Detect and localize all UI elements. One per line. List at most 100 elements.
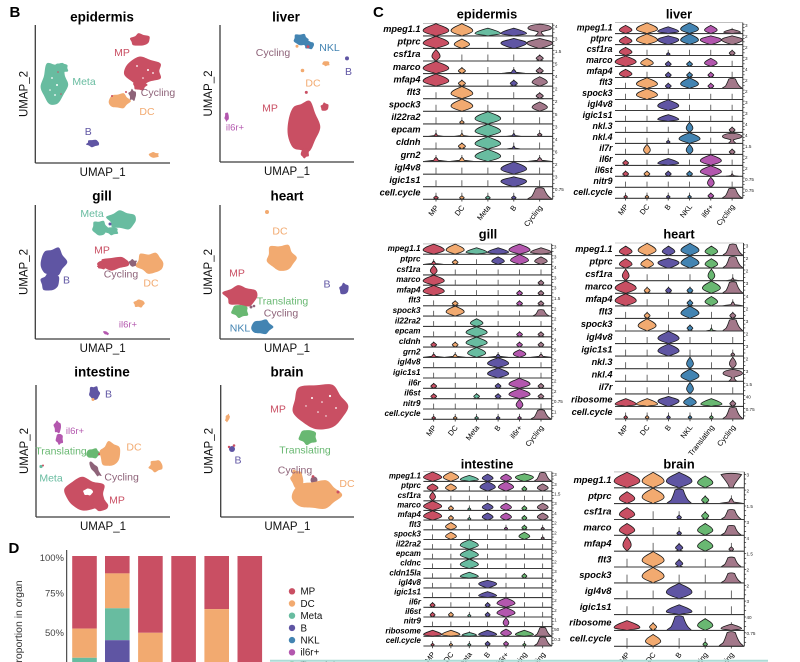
svg-text:intestine: intestine bbox=[461, 456, 514, 471]
svg-text:5: 5 bbox=[555, 112, 558, 117]
svg-text:ribosome: ribosome bbox=[385, 626, 421, 635]
svg-text:1.5: 1.5 bbox=[747, 552, 754, 557]
svg-text:nitr9: nitr9 bbox=[403, 399, 421, 408]
svg-text:3: 3 bbox=[555, 175, 558, 180]
svg-text:marco: marco bbox=[586, 55, 613, 65]
svg-text:marco: marco bbox=[585, 282, 613, 292]
svg-text:marco: marco bbox=[396, 275, 420, 284]
svg-text:40: 40 bbox=[746, 394, 752, 399]
svg-text:2: 2 bbox=[555, 162, 558, 167]
svg-text:Meta: Meta bbox=[80, 208, 104, 220]
svg-text:il22ra2: il22ra2 bbox=[396, 539, 422, 548]
svg-text:B: B bbox=[508, 203, 518, 212]
svg-text:0.75: 0.75 bbox=[745, 188, 754, 193]
svg-text:marco: marco bbox=[393, 62, 421, 72]
svg-text:2: 2 bbox=[745, 89, 748, 94]
svg-text:NKL: NKL bbox=[230, 323, 251, 335]
svg-text:4: 4 bbox=[554, 327, 557, 332]
svg-text:2: 2 bbox=[554, 530, 557, 535]
svg-text:flt3: flt3 bbox=[597, 553, 612, 564]
svg-text:2: 2 bbox=[746, 269, 749, 274]
svg-text:il6st: il6st bbox=[405, 607, 421, 616]
svg-text:cell.cycle: cell.cycle bbox=[573, 187, 612, 197]
svg-text:mfap4: mfap4 bbox=[398, 510, 422, 519]
svg-text:nkl.3: nkl.3 bbox=[592, 357, 613, 367]
svg-text:0.75: 0.75 bbox=[555, 187, 564, 192]
svg-text:B: B bbox=[345, 66, 352, 78]
svg-text:cldnh: cldnh bbox=[396, 137, 421, 147]
svg-text:B: B bbox=[10, 4, 21, 21]
svg-text:MP: MP bbox=[229, 268, 245, 280]
svg-text:igl4v8: igl4v8 bbox=[585, 585, 612, 596]
svg-text:B: B bbox=[234, 455, 241, 467]
svg-text:2: 2 bbox=[554, 317, 557, 322]
svg-text:1.5: 1.5 bbox=[555, 49, 562, 54]
svg-text:2: 2 bbox=[746, 256, 749, 261]
svg-text:2: 2 bbox=[745, 155, 748, 160]
svg-text:UMAP_2: UMAP_2 bbox=[18, 249, 30, 295]
svg-text:B: B bbox=[482, 650, 492, 659]
svg-text:liver: liver bbox=[666, 6, 692, 21]
svg-text:Cycling: Cycling bbox=[525, 650, 547, 662]
svg-text:mfap4: mfap4 bbox=[397, 285, 421, 294]
svg-text:1.5: 1.5 bbox=[554, 492, 561, 497]
svg-text:Translating: Translating bbox=[35, 446, 87, 458]
svg-text:csf1ra: csf1ra bbox=[584, 506, 612, 517]
svg-text:mfap4: mfap4 bbox=[584, 537, 612, 548]
svg-text:cell.cycle: cell.cycle bbox=[386, 636, 422, 645]
svg-text:ptprc: ptprc bbox=[590, 33, 613, 43]
svg-text:2: 2 bbox=[554, 540, 557, 545]
svg-text:UMAP_2: UMAP_2 bbox=[18, 71, 30, 117]
svg-text:MP: MP bbox=[301, 587, 316, 598]
svg-text:csf1ra: csf1ra bbox=[393, 49, 420, 59]
svg-text:igl4v8: igl4v8 bbox=[399, 578, 422, 587]
svg-text:epcam: epcam bbox=[395, 327, 421, 336]
svg-text:igl4v8: igl4v8 bbox=[586, 332, 613, 342]
svg-text:3: 3 bbox=[554, 368, 557, 373]
svg-text:2: 2 bbox=[746, 357, 749, 362]
svg-text:flt3: flt3 bbox=[599, 307, 613, 317]
svg-text:spock3: spock3 bbox=[581, 319, 613, 329]
svg-text:3: 3 bbox=[746, 369, 749, 374]
svg-text:MP: MP bbox=[114, 47, 130, 59]
svg-text:4: 4 bbox=[555, 137, 558, 142]
svg-text:spock3: spock3 bbox=[393, 306, 421, 315]
svg-text:epidermis: epidermis bbox=[457, 6, 517, 21]
svg-text:2: 2 bbox=[746, 332, 749, 337]
svg-text:cell.cycle: cell.cycle bbox=[384, 409, 421, 418]
svg-text:Cycling: Cycling bbox=[278, 465, 313, 477]
svg-text:il6r: il6r bbox=[408, 378, 421, 387]
svg-text:0.75: 0.75 bbox=[554, 399, 563, 404]
svg-text:2: 2 bbox=[554, 608, 557, 613]
svg-text:UMAP_2: UMAP_2 bbox=[204, 428, 216, 474]
svg-text:4: 4 bbox=[554, 337, 557, 342]
svg-text:MP: MP bbox=[270, 404, 286, 416]
svg-text:epcam: epcam bbox=[391, 125, 420, 135]
svg-text:brain: brain bbox=[663, 456, 694, 471]
svg-text:UMAP_1: UMAP_1 bbox=[264, 343, 310, 355]
svg-text:3: 3 bbox=[554, 569, 557, 574]
svg-text:igic1s1: igic1s1 bbox=[580, 601, 612, 612]
svg-text:UMAP_2: UMAP_2 bbox=[203, 70, 215, 116]
svg-text:75%: 75% bbox=[45, 589, 65, 600]
svg-text:UMAP_1: UMAP_1 bbox=[264, 521, 310, 533]
svg-text:2: 2 bbox=[554, 306, 557, 311]
svg-text:MP: MP bbox=[618, 651, 632, 662]
svg-text:0.75: 0.75 bbox=[747, 631, 756, 636]
svg-text:2: 2 bbox=[747, 583, 750, 588]
svg-text:il6r+: il6r+ bbox=[119, 320, 138, 331]
svg-text:epcam: epcam bbox=[396, 549, 421, 558]
svg-text:UMAP_1: UMAP_1 bbox=[80, 343, 126, 355]
svg-text:2: 2 bbox=[745, 78, 748, 83]
svg-text:3: 3 bbox=[746, 244, 749, 249]
svg-text:3: 3 bbox=[554, 588, 557, 593]
svg-text:4: 4 bbox=[746, 294, 749, 299]
svg-text:40: 40 bbox=[747, 615, 753, 620]
svg-text:Cycling: Cycling bbox=[714, 650, 736, 662]
svg-text:spock3: spock3 bbox=[579, 569, 612, 580]
svg-text:B: B bbox=[663, 203, 673, 212]
svg-text:csf1ra: csf1ra bbox=[397, 265, 421, 274]
svg-text:50%: 50% bbox=[45, 628, 65, 639]
svg-text:DC: DC bbox=[126, 442, 142, 454]
svg-text:1.5: 1.5 bbox=[745, 144, 752, 149]
